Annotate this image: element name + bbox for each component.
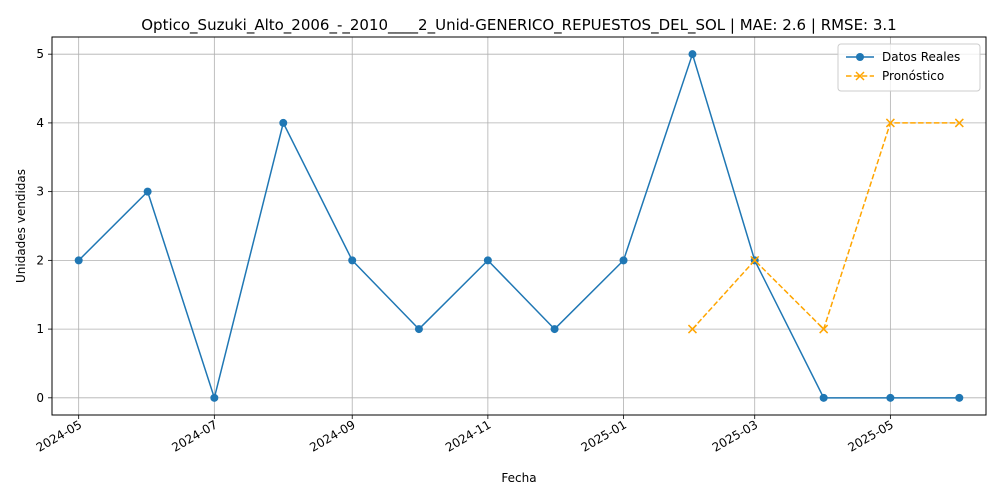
data-point — [886, 393, 895, 402]
data-point — [687, 324, 697, 334]
x-tick-label: 2024-11 — [443, 417, 493, 454]
x-axis: 2024-05 2024-07 2024-09 2024-11 2025-01 2025-… — [34, 415, 896, 455]
data-point — [819, 324, 829, 334]
data-point — [210, 393, 219, 402]
series-line-0 — [78, 53, 960, 399]
legend: Datos Reales Pronóstico — [837, 43, 981, 92]
x-tick-label: 2025-05 — [845, 417, 895, 454]
series-layer — [74, 50, 964, 402]
x-tick-label: 2024-07 — [169, 417, 219, 454]
legend-label-pronostico: Pronóstico — [882, 69, 944, 83]
y-tick-label: 2 — [36, 253, 44, 267]
x-tick-label: 2024-09 — [307, 417, 357, 454]
chart-title: Optico_Suzuki_Alto_2006_-_2010____2_Unid… — [141, 16, 896, 35]
y-tick-label: 0 — [36, 391, 44, 405]
data-point — [619, 256, 628, 265]
data-point — [414, 325, 423, 334]
data-point — [688, 50, 697, 59]
x-tick-label: 2025-01 — [579, 417, 629, 454]
legend-box — [837, 43, 981, 92]
y-axis-label: Unidades vendidas — [14, 169, 28, 283]
y-tick-label: 4 — [36, 116, 44, 130]
data-point — [74, 256, 83, 265]
data-point — [279, 118, 288, 127]
data-point — [483, 256, 492, 265]
series-line-1 — [691, 122, 960, 330]
data-point — [955, 393, 964, 402]
y-axis: 0 1 2 3 4 5 — [36, 47, 52, 405]
x-tick-label: 2025-03 — [710, 417, 760, 454]
data-point — [143, 187, 152, 196]
plot-frame — [51, 36, 987, 416]
data-point — [819, 393, 828, 402]
legend-label-datos-reales: Datos Reales — [882, 50, 960, 64]
data-point — [348, 256, 357, 265]
legend-marker-datos-reales — [856, 53, 864, 61]
x-tick-label: 2024-05 — [34, 417, 84, 454]
y-tick-label: 3 — [36, 185, 44, 199]
legend-marker-pronostico — [855, 71, 865, 81]
y-tick-label: 5 — [36, 47, 44, 61]
x-axis-label: Fecha — [501, 471, 536, 485]
data-point — [954, 118, 964, 128]
y-tick-label: 1 — [36, 322, 44, 336]
data-point — [750, 255, 760, 265]
data-point — [550, 325, 559, 334]
grid — [52, 37, 986, 415]
data-point — [885, 118, 895, 128]
